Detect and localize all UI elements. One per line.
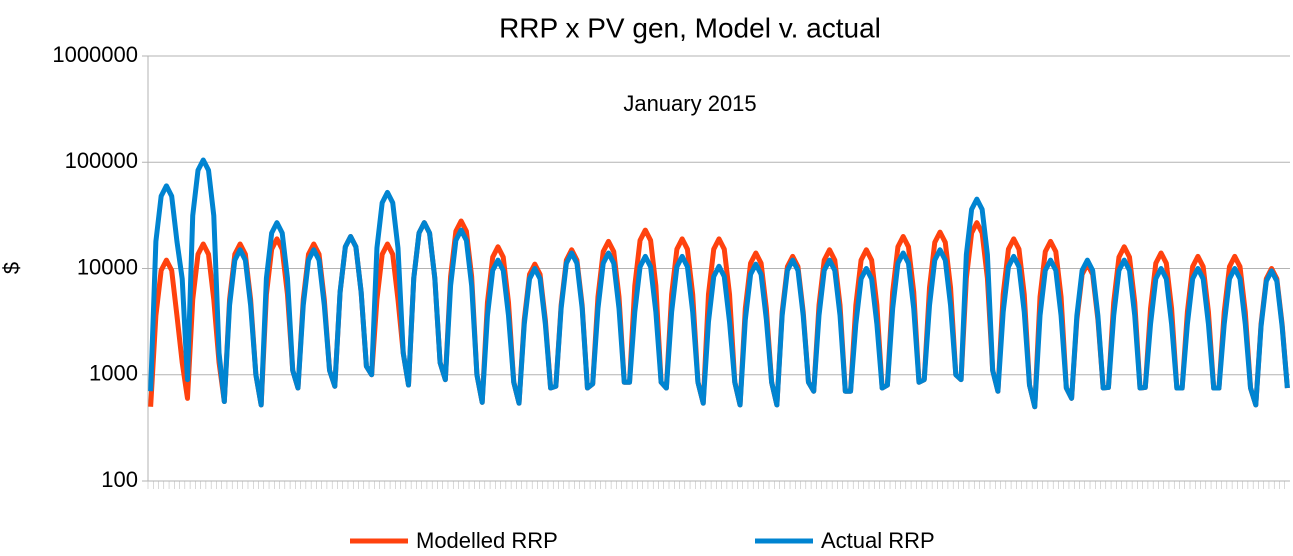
y-tick-label: 100000 bbox=[65, 148, 138, 173]
y-tick-label: 10000 bbox=[77, 254, 138, 279]
y-tick-label: 1000 bbox=[89, 361, 138, 386]
chart-subtitle: January 2015 bbox=[623, 91, 756, 116]
series-line bbox=[148, 218, 1290, 410]
legend-label: Modelled RRP bbox=[416, 528, 558, 553]
y-tick-label: 100 bbox=[101, 467, 138, 492]
series-line bbox=[148, 157, 1290, 410]
y-axis-label: $ bbox=[0, 262, 24, 274]
legend-label: Actual RRP bbox=[821, 528, 935, 553]
y-tick-label: 1000000 bbox=[52, 42, 138, 67]
chart-title: RRP x PV gen, Model v. actual bbox=[499, 12, 881, 43]
